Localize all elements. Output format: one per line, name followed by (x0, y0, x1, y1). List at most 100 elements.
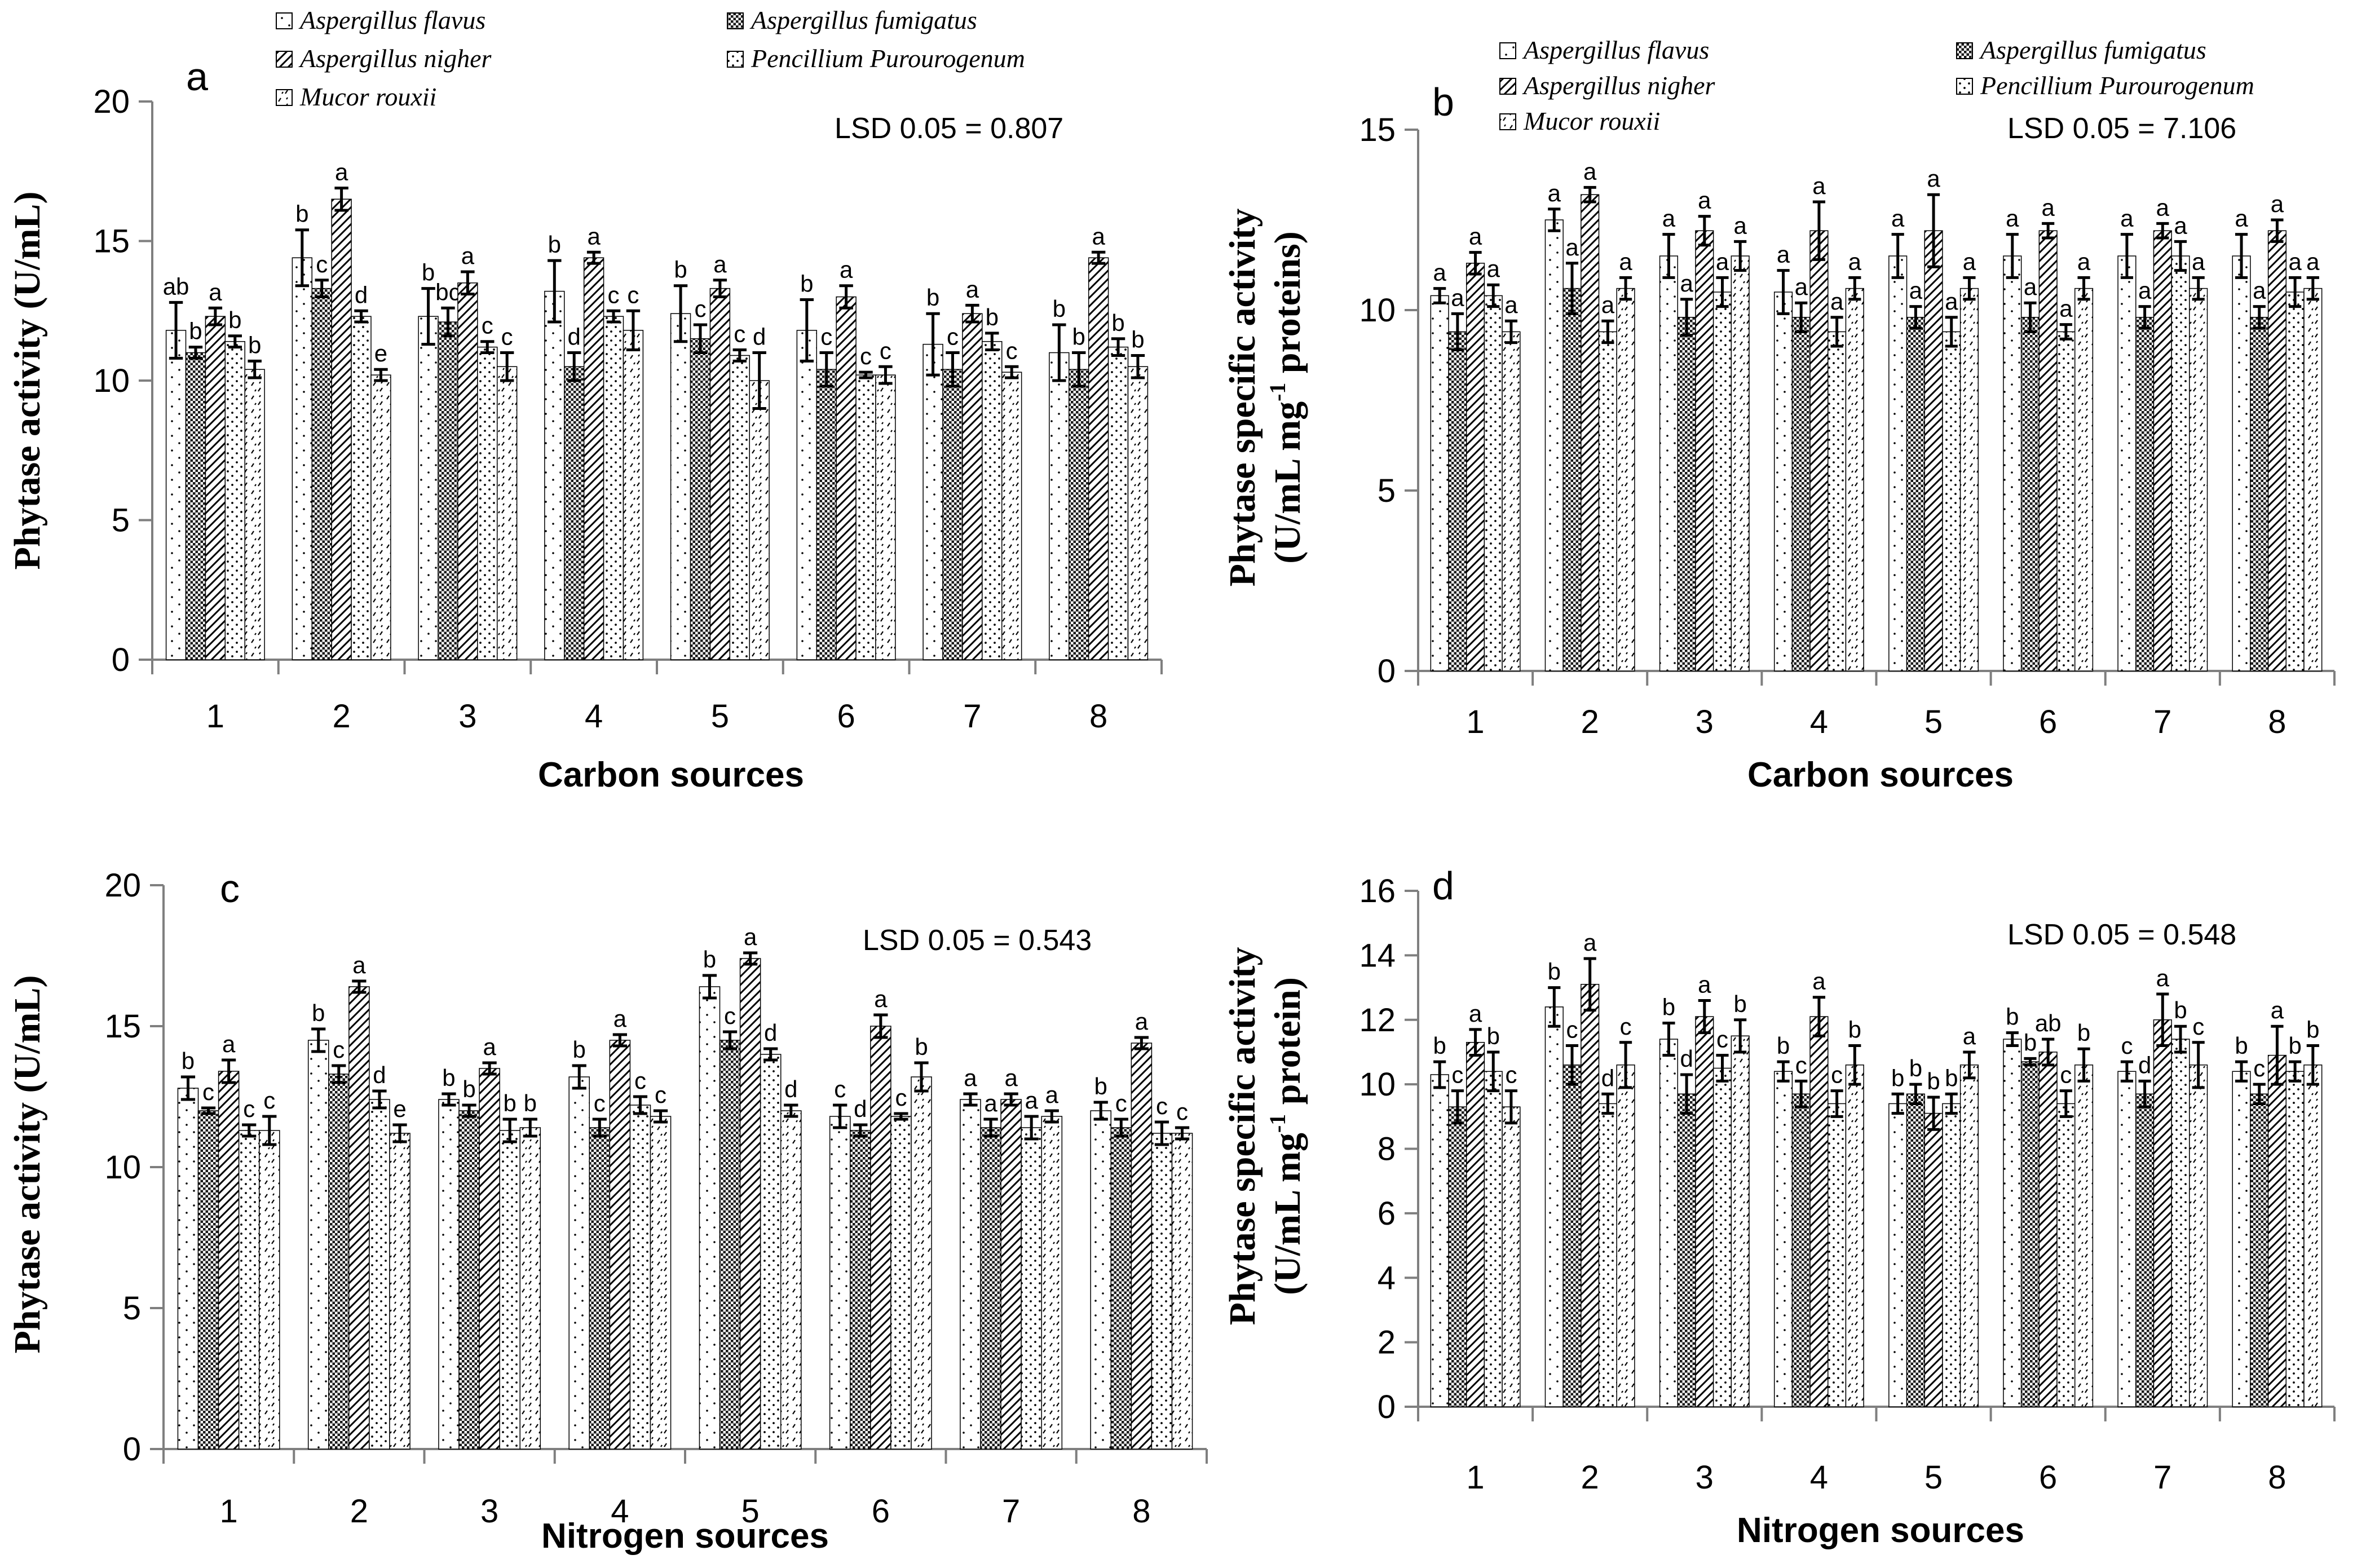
significance-letter: c (820, 324, 832, 350)
bar (389, 1133, 410, 1450)
significance-letter: a (2120, 205, 2134, 232)
bar (1616, 288, 1635, 672)
significance-letter: b (800, 270, 813, 297)
significance-letter: b (573, 1036, 586, 1063)
lsd-annotation: LSD 0.05 = 0.543 (863, 924, 1092, 957)
y-tick-label: 8 (1378, 1131, 1396, 1168)
significance-letter: b (1111, 310, 1124, 336)
bar (438, 321, 458, 660)
significance-letter: b (1131, 326, 1144, 352)
bar (564, 366, 585, 660)
significance-letter: d (355, 281, 368, 308)
bar (1942, 1103, 1961, 1407)
significance-letter: a (2271, 997, 2284, 1023)
bar (2285, 1071, 2305, 1407)
bar (185, 352, 206, 660)
significance-letter: a (2006, 205, 2019, 232)
bar (1430, 295, 1449, 672)
significance-letter: a (744, 924, 757, 950)
legend-swatch (276, 51, 293, 68)
x-axis-title: Nitrogen sources (1737, 1511, 2024, 1550)
bar (2303, 288, 2323, 672)
bar (499, 1130, 520, 1450)
x-tick-label: 4 (611, 1493, 629, 1530)
significance-letter: c (634, 1067, 646, 1094)
bar (2171, 1039, 2190, 1407)
significance-letter: b (2174, 997, 2187, 1023)
significance-letter: c (1451, 1062, 1463, 1088)
legend-label: Aspergillus fumigatus (749, 6, 977, 34)
bar (1581, 984, 1600, 1407)
significance-letter: a (964, 1065, 977, 1091)
x-tick-label: 7 (2153, 704, 2171, 740)
significance-letter: b (2288, 1032, 2301, 1059)
significance-letter: a (1433, 259, 1447, 286)
y-tick-label: 20 (93, 83, 130, 120)
legend-swatch (727, 12, 744, 29)
y-axis-title-line1: Phytase specific activity (1222, 947, 1263, 1326)
significance-letter: b (2077, 1019, 2090, 1046)
significance-letter: c (860, 343, 872, 369)
significance-letter: a (1135, 1008, 1149, 1035)
significance-letter: b (312, 1000, 325, 1026)
significance-letter: c (202, 1079, 214, 1105)
bar (1041, 1116, 1063, 1450)
bar (2135, 317, 2155, 672)
bar (2003, 255, 2022, 672)
bar (749, 380, 770, 660)
bar (369, 1099, 390, 1450)
bar (544, 290, 565, 660)
significance-letter: a (2235, 205, 2248, 232)
bar (2189, 1065, 2208, 1407)
y-tick-label: 0 (1378, 1389, 1396, 1425)
bar (836, 296, 857, 660)
bar (1677, 317, 1696, 672)
bar (1828, 331, 1847, 672)
bar (962, 313, 983, 660)
bar (816, 369, 837, 660)
significance-letter: a (1619, 248, 1632, 275)
significance-letter: b (504, 1090, 517, 1116)
x-tick-label: 8 (1132, 1493, 1150, 1530)
bar (2074, 1065, 2094, 1407)
bar (1484, 295, 1503, 672)
legend-label: Pencillium Purourogenum (751, 44, 1025, 73)
bar (870, 1026, 891, 1450)
significance-letter: a (1909, 277, 1923, 304)
bar (1465, 263, 1485, 672)
significance-letter: a (1698, 187, 1711, 214)
bar (292, 257, 313, 660)
bar (1448, 331, 1467, 672)
bar (1959, 1065, 1979, 1407)
significance-letter: b (2235, 1032, 2248, 1059)
bar (351, 316, 372, 660)
legend-swatch (276, 89, 293, 106)
significance-letter: a (874, 986, 888, 1012)
significance-letter: a (1812, 173, 1826, 199)
bar (719, 1040, 741, 1450)
significance-letter: b (1072, 324, 1085, 350)
significance-letter: b (926, 284, 939, 311)
significance-letter: b (182, 1048, 195, 1074)
significance-letter: b (2306, 1017, 2319, 1043)
bar (1888, 1103, 1908, 1407)
bar (2117, 255, 2137, 672)
bar (1484, 1071, 1503, 1407)
significance-letter: a (209, 279, 222, 305)
bar (1659, 1039, 1679, 1407)
significance-letter: a (1045, 1081, 1059, 1108)
bar (1712, 1067, 1732, 1407)
bar (760, 1054, 782, 1450)
x-tick-label: 2 (1581, 1459, 1599, 1496)
bar (690, 338, 711, 660)
bar (1562, 1065, 1582, 1407)
significance-letter: a (1583, 929, 1597, 956)
significance-letter: b (1487, 1023, 1500, 1049)
significance-letter: d (568, 324, 581, 350)
x-axis-title: Carbon sources (538, 756, 804, 794)
significance-letter: c (501, 324, 513, 350)
bar (218, 1071, 240, 1450)
bar (875, 374, 896, 660)
